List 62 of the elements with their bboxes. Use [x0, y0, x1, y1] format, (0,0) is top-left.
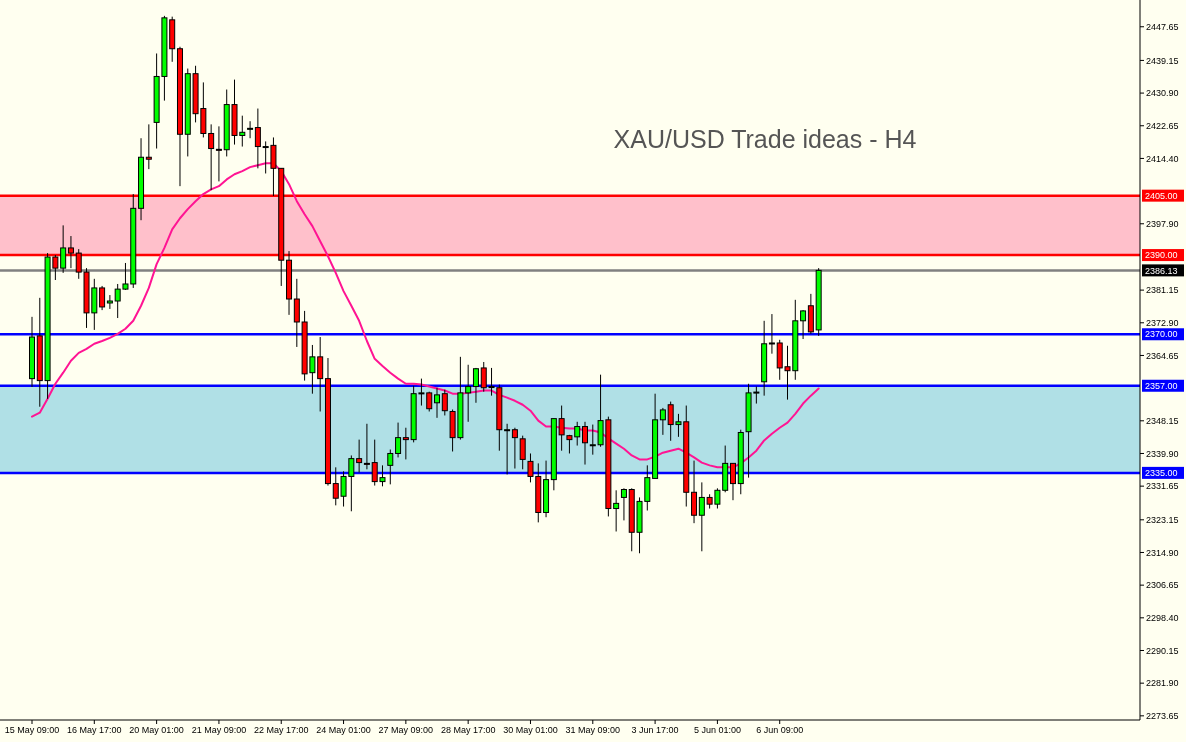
candlestick [387, 449, 394, 485]
x-tick-label: 22 May 17:00 [253, 725, 309, 735]
candlestick [145, 123, 152, 170]
candlestick [363, 423, 370, 470]
ref-line-label: 2386.13 [1145, 265, 1178, 276]
x-tick-label: 24 May 01:00 [316, 725, 371, 735]
y-tick-label: 2372.90 [1146, 317, 1179, 328]
x-tick-label: 6 Jun 09:00 [756, 725, 804, 735]
candlestick [620, 487, 627, 521]
y-tick-label: 2298.40 [1146, 612, 1179, 623]
x-tick-label: 3 Jun 17:00 [631, 725, 679, 735]
candlestick [434, 387, 441, 419]
candlestick [441, 389, 448, 416]
y-tick-label: 2381.15 [1146, 285, 1179, 296]
candlestick [106, 294, 113, 310]
x-tick-label: 30 May 01:00 [503, 725, 558, 735]
y-tick-label: 2414.40 [1146, 153, 1179, 164]
y-tick-label: 2364.65 [1146, 350, 1179, 361]
y-tick-label: 2422.65 [1146, 120, 1179, 131]
x-tick-label: 31 May 09:00 [565, 725, 621, 735]
y-tick-label: 2348.15 [1146, 415, 1179, 426]
candlestick [519, 435, 526, 470]
y-tick-label: 2273.65 [1146, 710, 1179, 721]
candlestick [511, 427, 518, 470]
x-tick-label: 20 May 01:00 [129, 725, 184, 735]
candlestick [729, 462, 736, 501]
ref-line-label: 2390.00 [1145, 250, 1178, 261]
y-tick-label: 2339.90 [1146, 448, 1179, 459]
candlestick [215, 125, 222, 182]
x-tick-label: 5 Jun 01:00 [693, 725, 741, 735]
y-tick-label: 2323.15 [1146, 514, 1179, 525]
candlestick [247, 120, 254, 139]
y-tick-label: 2306.65 [1146, 580, 1179, 591]
candlestick [472, 367, 479, 404]
candlestick [99, 285, 106, 311]
ref-line-label: 2335.00 [1145, 468, 1178, 479]
y-tick-label: 2397.90 [1146, 218, 1179, 229]
y-tick-label: 2290.15 [1146, 645, 1179, 656]
x-tick-label: 15 May 09:00 [4, 725, 60, 735]
y-tick-label: 2447.65 [1146, 21, 1179, 32]
candlestick [582, 421, 588, 466]
ref-line-label: 2357.00 [1145, 380, 1178, 391]
y-tick-label: 2439.15 [1146, 55, 1179, 66]
x-tick-label: 21 May 09:00 [191, 725, 247, 735]
candlestick [691, 460, 698, 524]
text: XAU/USD Trade ideas - H4 [613, 125, 917, 153]
y-tick-label: 2430.90 [1146, 88, 1179, 99]
x-tick-label: 27 May 09:00 [378, 725, 434, 735]
candlestick [768, 313, 775, 355]
y-tick-label: 2314.90 [1146, 547, 1179, 558]
y-tick-label: 2281.90 [1146, 678, 1179, 689]
x-tick-label: 28 May 17:00 [440, 725, 496, 735]
candlestick [659, 407, 666, 436]
ref-line-label: 2370.00 [1145, 329, 1178, 340]
x-tick-label: 16 May 17:00 [67, 725, 122, 735]
ref-line-label: 2405.00 [1145, 190, 1178, 201]
candlestick [800, 309, 807, 340]
candlestick [254, 108, 261, 169]
candlestick [395, 422, 402, 458]
y-tick-label: 2331.65 [1146, 481, 1179, 492]
candlestick [356, 439, 363, 473]
candlestick [504, 423, 511, 475]
